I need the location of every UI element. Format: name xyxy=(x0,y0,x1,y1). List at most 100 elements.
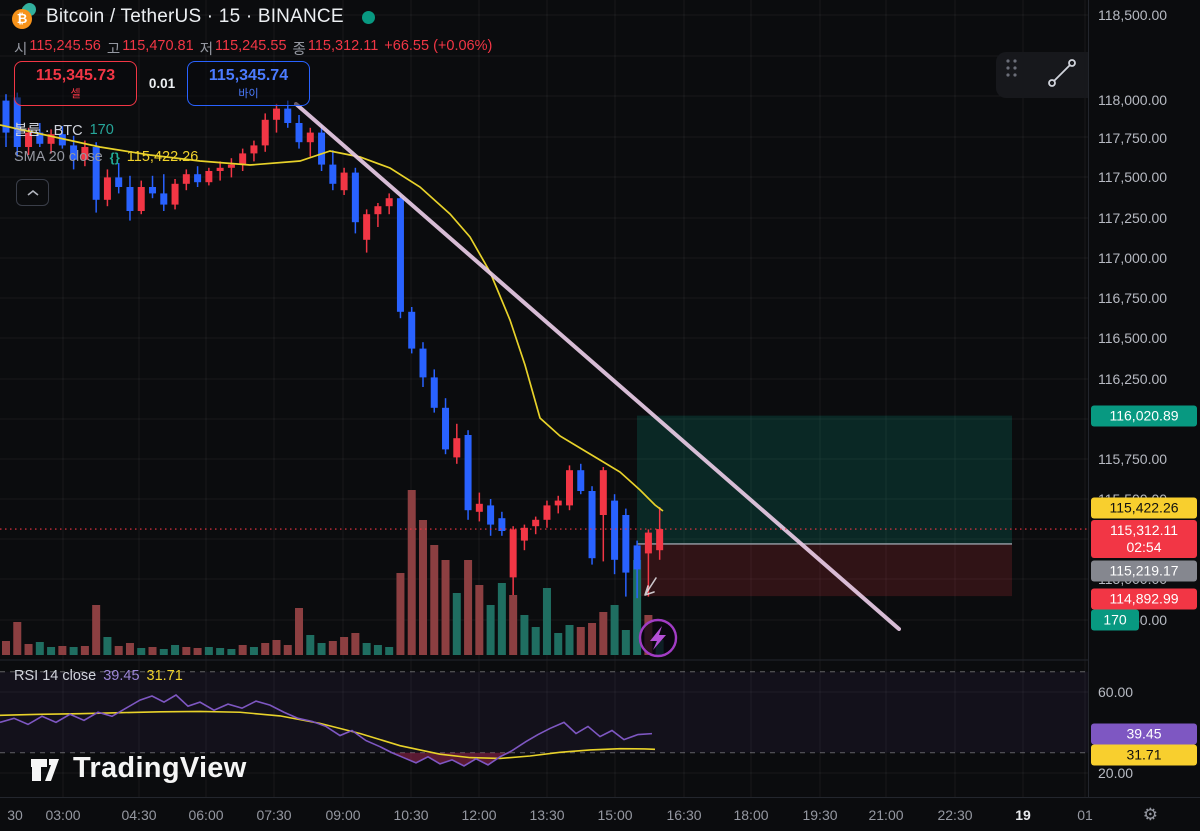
time-axis[interactable]: ⚙ 30 03:00 04:30 06:00 07:30 09:00 10:30 12:00 1… xyxy=(0,797,1200,831)
price-tick: 117,500.00 xyxy=(1098,169,1168,185)
trend-line-tool-icon[interactable] xyxy=(1045,56,1080,94)
collapse-legend-button[interactable] xyxy=(16,179,49,206)
sma-legend[interactable]: SMA 20 close {} 115,422.26 xyxy=(14,149,198,165)
time-tick: 16:30 xyxy=(666,807,702,823)
candle xyxy=(306,132,314,143)
change-value: +66.55 (+0.06%) xyxy=(384,38,493,54)
market-open-dot-icon[interactable] xyxy=(361,10,375,24)
candle xyxy=(194,174,202,183)
volume-bar xyxy=(69,647,78,655)
price-badge: 31.71 xyxy=(1091,744,1197,766)
candle xyxy=(374,206,382,215)
candle xyxy=(543,505,551,520)
volume-bar xyxy=(148,647,157,655)
sell-button[interactable]: 115,345.73 셀 xyxy=(14,61,137,106)
candle xyxy=(329,164,337,184)
time-tick: 04:30 xyxy=(121,807,157,823)
volume-bar xyxy=(531,627,540,655)
volume-bar xyxy=(373,645,382,655)
candle xyxy=(58,134,66,146)
volume-bar xyxy=(486,605,495,655)
candle xyxy=(487,505,495,525)
price-badge: 39.45 xyxy=(1091,723,1197,745)
rsi-title: RSI 14 close xyxy=(14,668,97,684)
candle xyxy=(295,123,303,143)
volume-bar xyxy=(47,647,56,655)
volume-bar xyxy=(103,637,112,655)
timezone-settings-gear-icon[interactable]: ⚙ xyxy=(1142,805,1158,824)
volume-bar xyxy=(272,640,281,655)
price-tick: 118,000.00 xyxy=(1098,92,1168,108)
volume-bar xyxy=(317,643,326,655)
sell-price: 115,345.73 xyxy=(35,66,116,84)
volume-bar xyxy=(509,595,518,655)
volume-bar xyxy=(137,648,146,655)
time-tick: 07:30 xyxy=(256,807,292,823)
volume-bar xyxy=(464,560,473,655)
time-tick: 30 xyxy=(7,807,23,823)
trend-line-drawing xyxy=(294,102,901,631)
candle xyxy=(453,438,461,458)
volume-legend[interactable]: 볼륨 · BTC 170 xyxy=(14,119,114,140)
volume-bar xyxy=(13,622,22,655)
volume-bar xyxy=(520,615,529,655)
time-tick: 19 xyxy=(1015,807,1031,823)
chevron-up-icon xyxy=(27,189,38,196)
drag-handle-icon[interactable] xyxy=(1002,56,1037,94)
low-label: 저 xyxy=(199,42,214,58)
candle xyxy=(137,187,145,211)
price-tick: 118,500.00 xyxy=(1098,7,1168,23)
buy-price: 115,345.74 xyxy=(208,66,289,84)
volume-bar xyxy=(610,605,619,655)
volume-bar xyxy=(621,630,630,655)
buy-button[interactable]: 115,345.74 바이 xyxy=(187,61,310,106)
candle xyxy=(2,100,10,133)
volume-bar xyxy=(2,641,10,655)
sell-label: 셀 xyxy=(70,87,81,100)
watermark-text: TradingView xyxy=(73,752,247,784)
candle xyxy=(160,193,168,205)
volume-bar xyxy=(340,637,349,655)
volume-value: 170 xyxy=(89,121,114,138)
time-tick: 13:30 xyxy=(529,807,565,823)
symbol-title[interactable]: Bitcoin / TetherUS · 15 · BINANCE xyxy=(46,6,344,27)
low-value: 115,245.55 xyxy=(215,38,287,54)
candle xyxy=(70,145,78,160)
price-tick: 115,750.00 xyxy=(1098,451,1168,467)
volume-bar xyxy=(171,645,180,655)
candle xyxy=(25,132,33,147)
sma20-line xyxy=(0,124,664,512)
volume-bar xyxy=(588,623,597,655)
rsi-oversold-fill xyxy=(0,752,652,766)
candle xyxy=(36,132,44,144)
time-tick: 09:00 xyxy=(325,807,361,823)
volume-bar xyxy=(35,642,44,655)
rsi-legend[interactable]: RSI 14 close 39.45 31.71 xyxy=(14,668,183,684)
price-axis[interactable]: 118,500.00 118,000.00 117,750.00 117,500.00… xyxy=(1088,0,1200,797)
candle xyxy=(588,491,596,559)
volume-bar xyxy=(599,612,608,655)
close-label: 종 xyxy=(292,42,306,58)
candle xyxy=(475,503,483,512)
candle xyxy=(611,500,619,560)
volume-bar xyxy=(430,545,439,655)
time-tick: 03:00 xyxy=(45,807,81,823)
volume-bar xyxy=(58,646,67,655)
price-badge: 115,219.17 xyxy=(1091,560,1197,582)
candle xyxy=(396,198,404,312)
volume-bar xyxy=(452,593,461,655)
tradingview-watermark: TradingView xyxy=(30,752,247,785)
tradingview-logo-icon xyxy=(31,758,59,781)
main-chart[interactable] xyxy=(0,0,1088,797)
rsi-ma-value: 31.71 xyxy=(146,668,183,684)
candle xyxy=(351,172,359,223)
candle xyxy=(622,515,630,573)
volume-bar xyxy=(542,588,551,655)
candle xyxy=(171,183,179,205)
candle xyxy=(318,132,326,165)
volume-bar xyxy=(182,647,191,655)
volume-bar xyxy=(80,646,89,655)
volume-bar xyxy=(204,647,213,655)
candle xyxy=(498,518,506,531)
volume-bar xyxy=(576,627,585,655)
